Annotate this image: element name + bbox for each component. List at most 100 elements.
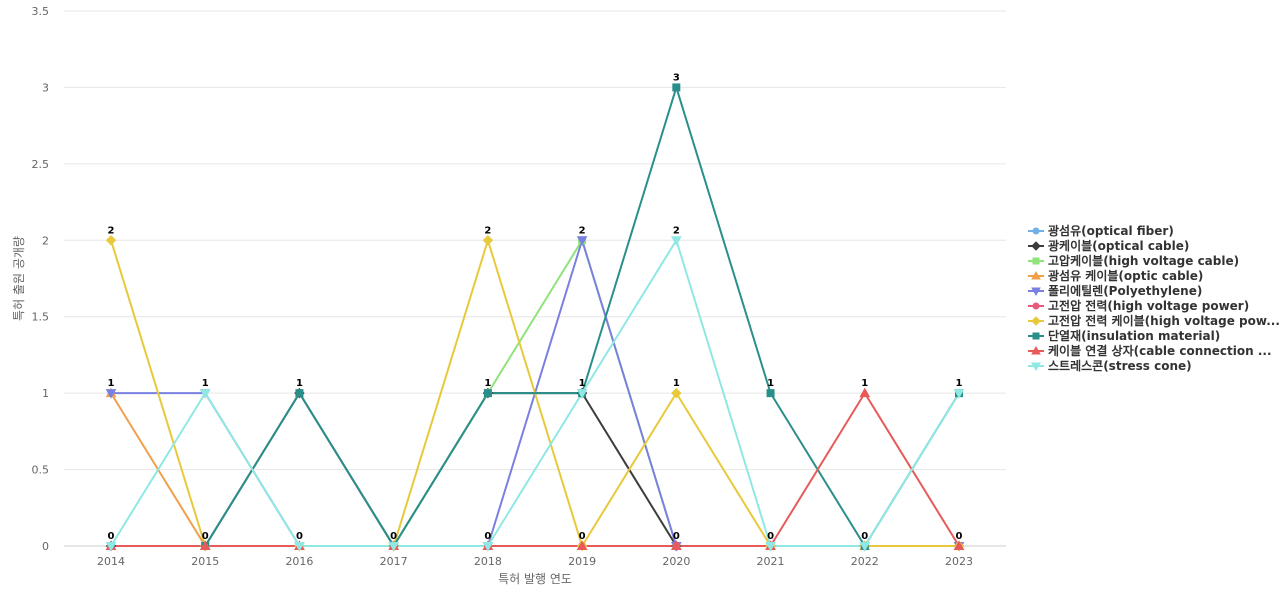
data-label: 0 xyxy=(108,531,115,542)
data-point[interactable] xyxy=(199,389,211,399)
legend-marker xyxy=(1031,345,1041,355)
series-line xyxy=(110,239,960,547)
data-label: 0 xyxy=(956,531,963,542)
y-tick-label: 0.5 xyxy=(32,464,50,477)
x-tick-label: 2015 xyxy=(191,555,219,568)
data-point[interactable] xyxy=(576,236,588,246)
data-label: 1 xyxy=(956,378,963,389)
legend-item[interactable]: 광케이블(optical cable) xyxy=(1028,238,1189,253)
data-label: 1 xyxy=(673,378,680,389)
x-tick-label: 2018 xyxy=(474,555,502,568)
legend-label: 단열재(insulation material) xyxy=(1048,328,1220,343)
data-point[interactable] xyxy=(670,540,682,550)
x-axis-title: 특허 발행 연도 xyxy=(498,571,572,586)
data-label: 2 xyxy=(484,225,491,236)
legend-marker xyxy=(1031,316,1041,326)
y-tick-label: 3.5 xyxy=(32,5,50,18)
data-point[interactable] xyxy=(105,542,117,552)
y-axis-title: 특허 출원 공개량 xyxy=(12,236,26,321)
data-point[interactable] xyxy=(859,387,871,398)
data-point[interactable] xyxy=(294,542,305,552)
legend-label: 스트레스콘(stress cone) xyxy=(1048,358,1192,373)
data-point[interactable] xyxy=(953,540,965,550)
data-label: 1 xyxy=(484,378,491,389)
data-point[interactable] xyxy=(482,542,494,552)
series-line xyxy=(111,392,960,547)
series-markers xyxy=(105,83,965,552)
data-label: 1 xyxy=(202,378,209,389)
data-label: 0 xyxy=(861,531,868,542)
data-point[interactable] xyxy=(295,389,304,398)
legend-item[interactable]: 고전압 전력(high voltage power) xyxy=(1028,298,1249,313)
x-tick-label: 2020 xyxy=(662,555,690,568)
grid xyxy=(64,10,1006,547)
x-tick-label: 2021 xyxy=(757,555,785,568)
data-label: 1 xyxy=(767,378,774,389)
y-tick-label: 1.5 xyxy=(32,311,50,324)
y-tick-label: 0 xyxy=(42,540,49,553)
legend-label: 광섬유 케이블(optic cable) xyxy=(1048,268,1203,283)
data-point[interactable] xyxy=(576,540,588,550)
data-label: 1 xyxy=(296,378,303,389)
data-point[interactable] xyxy=(576,389,588,399)
data-point[interactable] xyxy=(766,389,775,398)
legend-label: 광케이블(optical cable) xyxy=(1048,238,1189,253)
data-label: 0 xyxy=(767,531,774,542)
legend-item[interactable]: 광섬유 케이블(optic cable) xyxy=(1028,268,1203,283)
legend-label: 폴리에틸렌(Polyethylene) xyxy=(1048,283,1202,298)
data-point[interactable] xyxy=(765,542,776,552)
data-label: 0 xyxy=(296,531,303,542)
legend-item[interactable]: 고전압 전력 케이블(high voltage pow... xyxy=(1028,313,1280,328)
y-tick-label: 2 xyxy=(42,234,49,247)
legend-label: 광섬유(optical fiber) xyxy=(1048,223,1174,238)
data-point[interactable] xyxy=(388,542,400,552)
legend-item[interactable]: 스트레스콘(stress cone) xyxy=(1028,358,1192,373)
data-point[interactable] xyxy=(670,236,682,246)
legend-marker xyxy=(1031,287,1041,297)
y-tick-label: 3 xyxy=(42,81,49,94)
data-label: 0 xyxy=(390,531,397,542)
x-tick-label: 2019 xyxy=(568,555,596,568)
data-label: 2 xyxy=(579,225,586,236)
legend-item[interactable]: 단열재(insulation material) xyxy=(1028,328,1220,343)
legend-item[interactable]: 폴리에틸렌(Polyethylene) xyxy=(1028,283,1202,298)
data-point[interactable] xyxy=(105,389,117,399)
data-label: 0 xyxy=(579,531,586,542)
data-label: 0 xyxy=(484,531,491,542)
legend-marker xyxy=(1032,302,1040,310)
legend-marker xyxy=(1031,270,1041,280)
legend-item[interactable]: 케이블 연결 상자(cable connection ... xyxy=(1028,343,1272,358)
data-point[interactable] xyxy=(672,83,681,92)
axes: 0 0.5 1 1.5 2 2.5 3 3.5 2014 2015 2016 2017 2018 2019… xyxy=(32,5,974,568)
series-lines xyxy=(110,86,960,547)
data-point[interactable] xyxy=(199,540,211,550)
y-tick-label: 1 xyxy=(42,387,49,400)
legend-marker xyxy=(1032,257,1040,265)
legend-label: 고압케이블(high voltage cable) xyxy=(1048,253,1239,268)
data-label: 2 xyxy=(673,225,680,236)
legend-item[interactable]: 고압케이블(high voltage cable) xyxy=(1028,253,1239,268)
legend[interactable]: 광섬유(optical fiber)광케이블(optical cable)고압케… xyxy=(1028,223,1280,373)
data-point[interactable] xyxy=(483,389,492,398)
data-label: 2 xyxy=(108,225,115,236)
data-label: 0 xyxy=(202,531,209,542)
data-point[interactable] xyxy=(105,235,117,246)
x-tick-label: 2016 xyxy=(285,555,313,568)
data-point[interactable] xyxy=(859,542,871,552)
x-tick-label: 2014 xyxy=(97,555,125,568)
data-point[interactable] xyxy=(482,235,494,246)
data-label: 3 xyxy=(673,72,680,83)
data-point[interactable] xyxy=(671,387,682,399)
legend-marker xyxy=(1032,332,1040,340)
y-tick-label: 2.5 xyxy=(32,158,50,171)
legend-label: 고전압 전력(high voltage power) xyxy=(1048,298,1249,313)
data-label: 1 xyxy=(579,378,586,389)
legend-marker xyxy=(1032,227,1040,235)
data-label: 1 xyxy=(108,378,115,389)
data-point[interactable] xyxy=(953,389,965,399)
legend-marker xyxy=(1031,362,1041,372)
legend-item[interactable]: 광섬유(optical fiber) xyxy=(1028,223,1174,238)
legend-marker xyxy=(1031,241,1041,251)
